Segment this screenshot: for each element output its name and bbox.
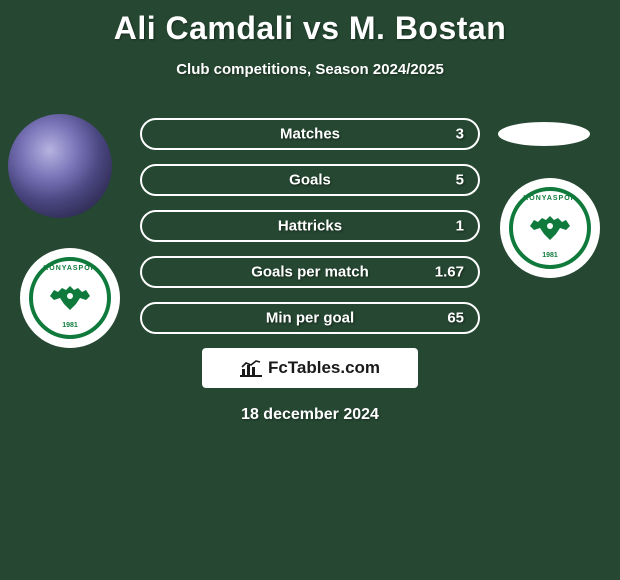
- stat-label: Matches: [142, 126, 478, 143]
- club-badge-right: KONYASPOR 1981: [500, 178, 600, 278]
- chart-icon: [240, 359, 262, 377]
- stat-value-right: 3: [456, 126, 464, 143]
- club-badge-left: KONYASPOR 1981: [20, 248, 120, 348]
- stat-value-right: 1.67: [435, 264, 464, 281]
- brand-watermark: FcTables.com: [202, 348, 418, 388]
- page-title: Ali Camdali vs M. Bostan: [0, 0, 620, 47]
- club-emblem-right: [526, 212, 574, 244]
- stat-row: Goals per match 1.67: [140, 256, 480, 288]
- club-name-right: KONYASPOR: [523, 195, 576, 202]
- club-year-right: 1981: [542, 252, 558, 259]
- stat-label: Min per goal: [142, 310, 478, 327]
- subtitle: Club competitions, Season 2024/2025: [0, 61, 620, 78]
- club-emblem-left: [46, 282, 94, 314]
- comparison-panel: KONYASPOR 1981 KONYASPOR 1981 Matc: [0, 114, 620, 424]
- stat-value-right: 1: [456, 218, 464, 235]
- stat-row: Hattricks 1: [140, 210, 480, 242]
- stat-row: Goals 5: [140, 164, 480, 196]
- stat-row: Min per goal 65: [140, 302, 480, 334]
- club-year-left: 1981: [62, 322, 78, 329]
- date-label: 18 december 2024: [0, 406, 620, 424]
- club-name-left: KONYASPOR: [43, 265, 96, 272]
- player-right-avatar: [498, 122, 590, 146]
- stat-label: Hattricks: [142, 218, 478, 235]
- stat-row: Matches 3: [140, 118, 480, 150]
- stat-value-right: 65: [447, 310, 464, 327]
- brand-text: FcTables.com: [268, 358, 380, 378]
- stats-list: Matches 3 Goals 5 Hattricks 1 Goals per …: [140, 114, 480, 334]
- stat-value-right: 5: [456, 172, 464, 189]
- player-left-avatar: [8, 114, 112, 218]
- stat-label: Goals per match: [142, 264, 478, 281]
- stat-label: Goals: [142, 172, 478, 189]
